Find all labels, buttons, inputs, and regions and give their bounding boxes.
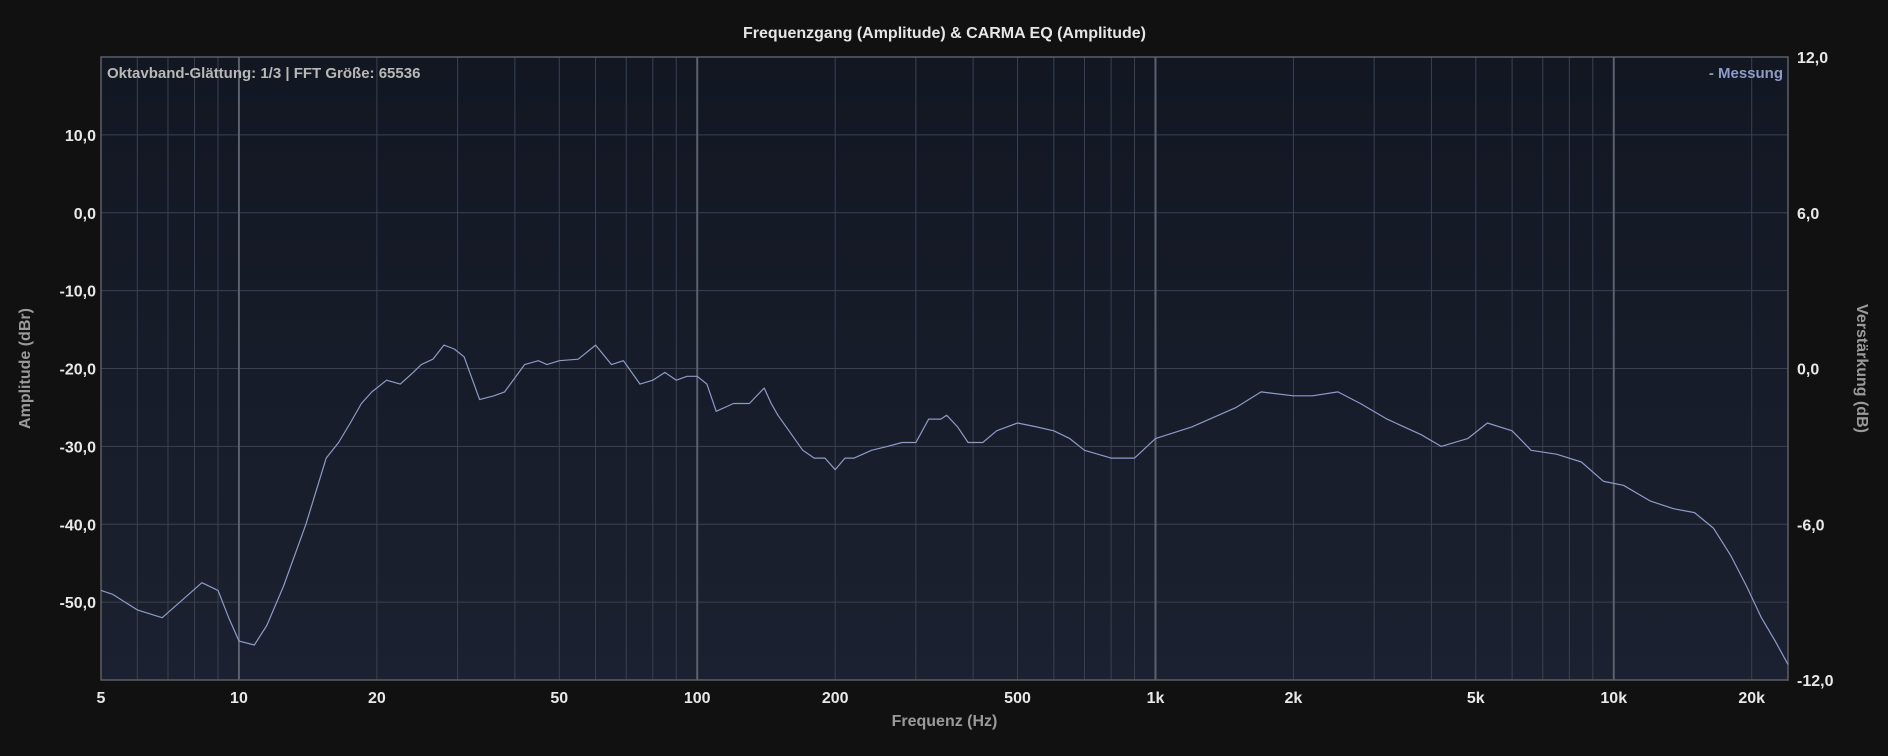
grid-major [237, 57, 1615, 680]
x-tick-label: 500 [1004, 690, 1031, 707]
x-tick-label: 10k [1600, 690, 1627, 707]
x-tick-label: 200 [822, 690, 849, 707]
x-axis-label: Frequenz (Hz) [892, 713, 998, 730]
y2-tick-label: -6,0 [1797, 517, 1825, 534]
grid-minor [100, 57, 1788, 680]
x-tick-label: 5 [97, 690, 106, 707]
x-tick-label: 1k [1147, 690, 1165, 707]
x-tick-label: 5k [1467, 690, 1485, 707]
x-tick-label: 50 [550, 690, 568, 707]
series-layer [100, 344, 1789, 665]
y2-tick-labels: 12,0 6,0 0,0 -6,0 -12,0 [1797, 50, 1834, 690]
x-tick-label: 20 [368, 690, 386, 707]
y-tick-label: -50,0 [60, 595, 97, 612]
y2-tick-label: -12,0 [1797, 673, 1834, 690]
y2-tick-label: 6,0 [1797, 206, 1819, 223]
x-tick-label: 20k [1738, 690, 1765, 707]
y-tick-label: 10,0 [65, 128, 96, 145]
y2-axis-label: Verstärkung (dB) [1853, 304, 1870, 433]
y2-tick-label: 12,0 [1797, 50, 1828, 67]
x-tick-label: 100 [684, 690, 711, 707]
x-tick-label: 10 [230, 690, 248, 707]
y-tick-labels: 10,0 0,0 -10,0 -20,0 -30,0 -40,0 -50,0 [60, 128, 97, 612]
legend-entry-messung[interactable]: - Messung [1709, 65, 1783, 82]
chart-title: Frequenzgang (Amplitude) & CARMA EQ (Amp… [743, 25, 1146, 42]
x-tick-labels: 5 10 20 50 100 200 500 1k 2k 5k 10k 20k [97, 690, 1766, 707]
y-tick-label: -40,0 [60, 517, 97, 534]
y-tick-label: -10,0 [60, 284, 97, 301]
y-tick-label: -30,0 [60, 439, 97, 456]
plot-frame [100, 56, 1789, 681]
y-axis-label: Amplitude (dBr) [17, 308, 34, 429]
x-tick-label: 2k [1285, 690, 1303, 707]
y-tick-label: -20,0 [60, 362, 97, 379]
y-tick-label: 0,0 [74, 206, 96, 223]
series-line-messung [100, 344, 1789, 665]
smoothing-info-text: Oktavband-Glättung: 1/3 | FFT Größe: 655… [107, 65, 420, 82]
y2-tick-label: 0,0 [1797, 362, 1819, 379]
